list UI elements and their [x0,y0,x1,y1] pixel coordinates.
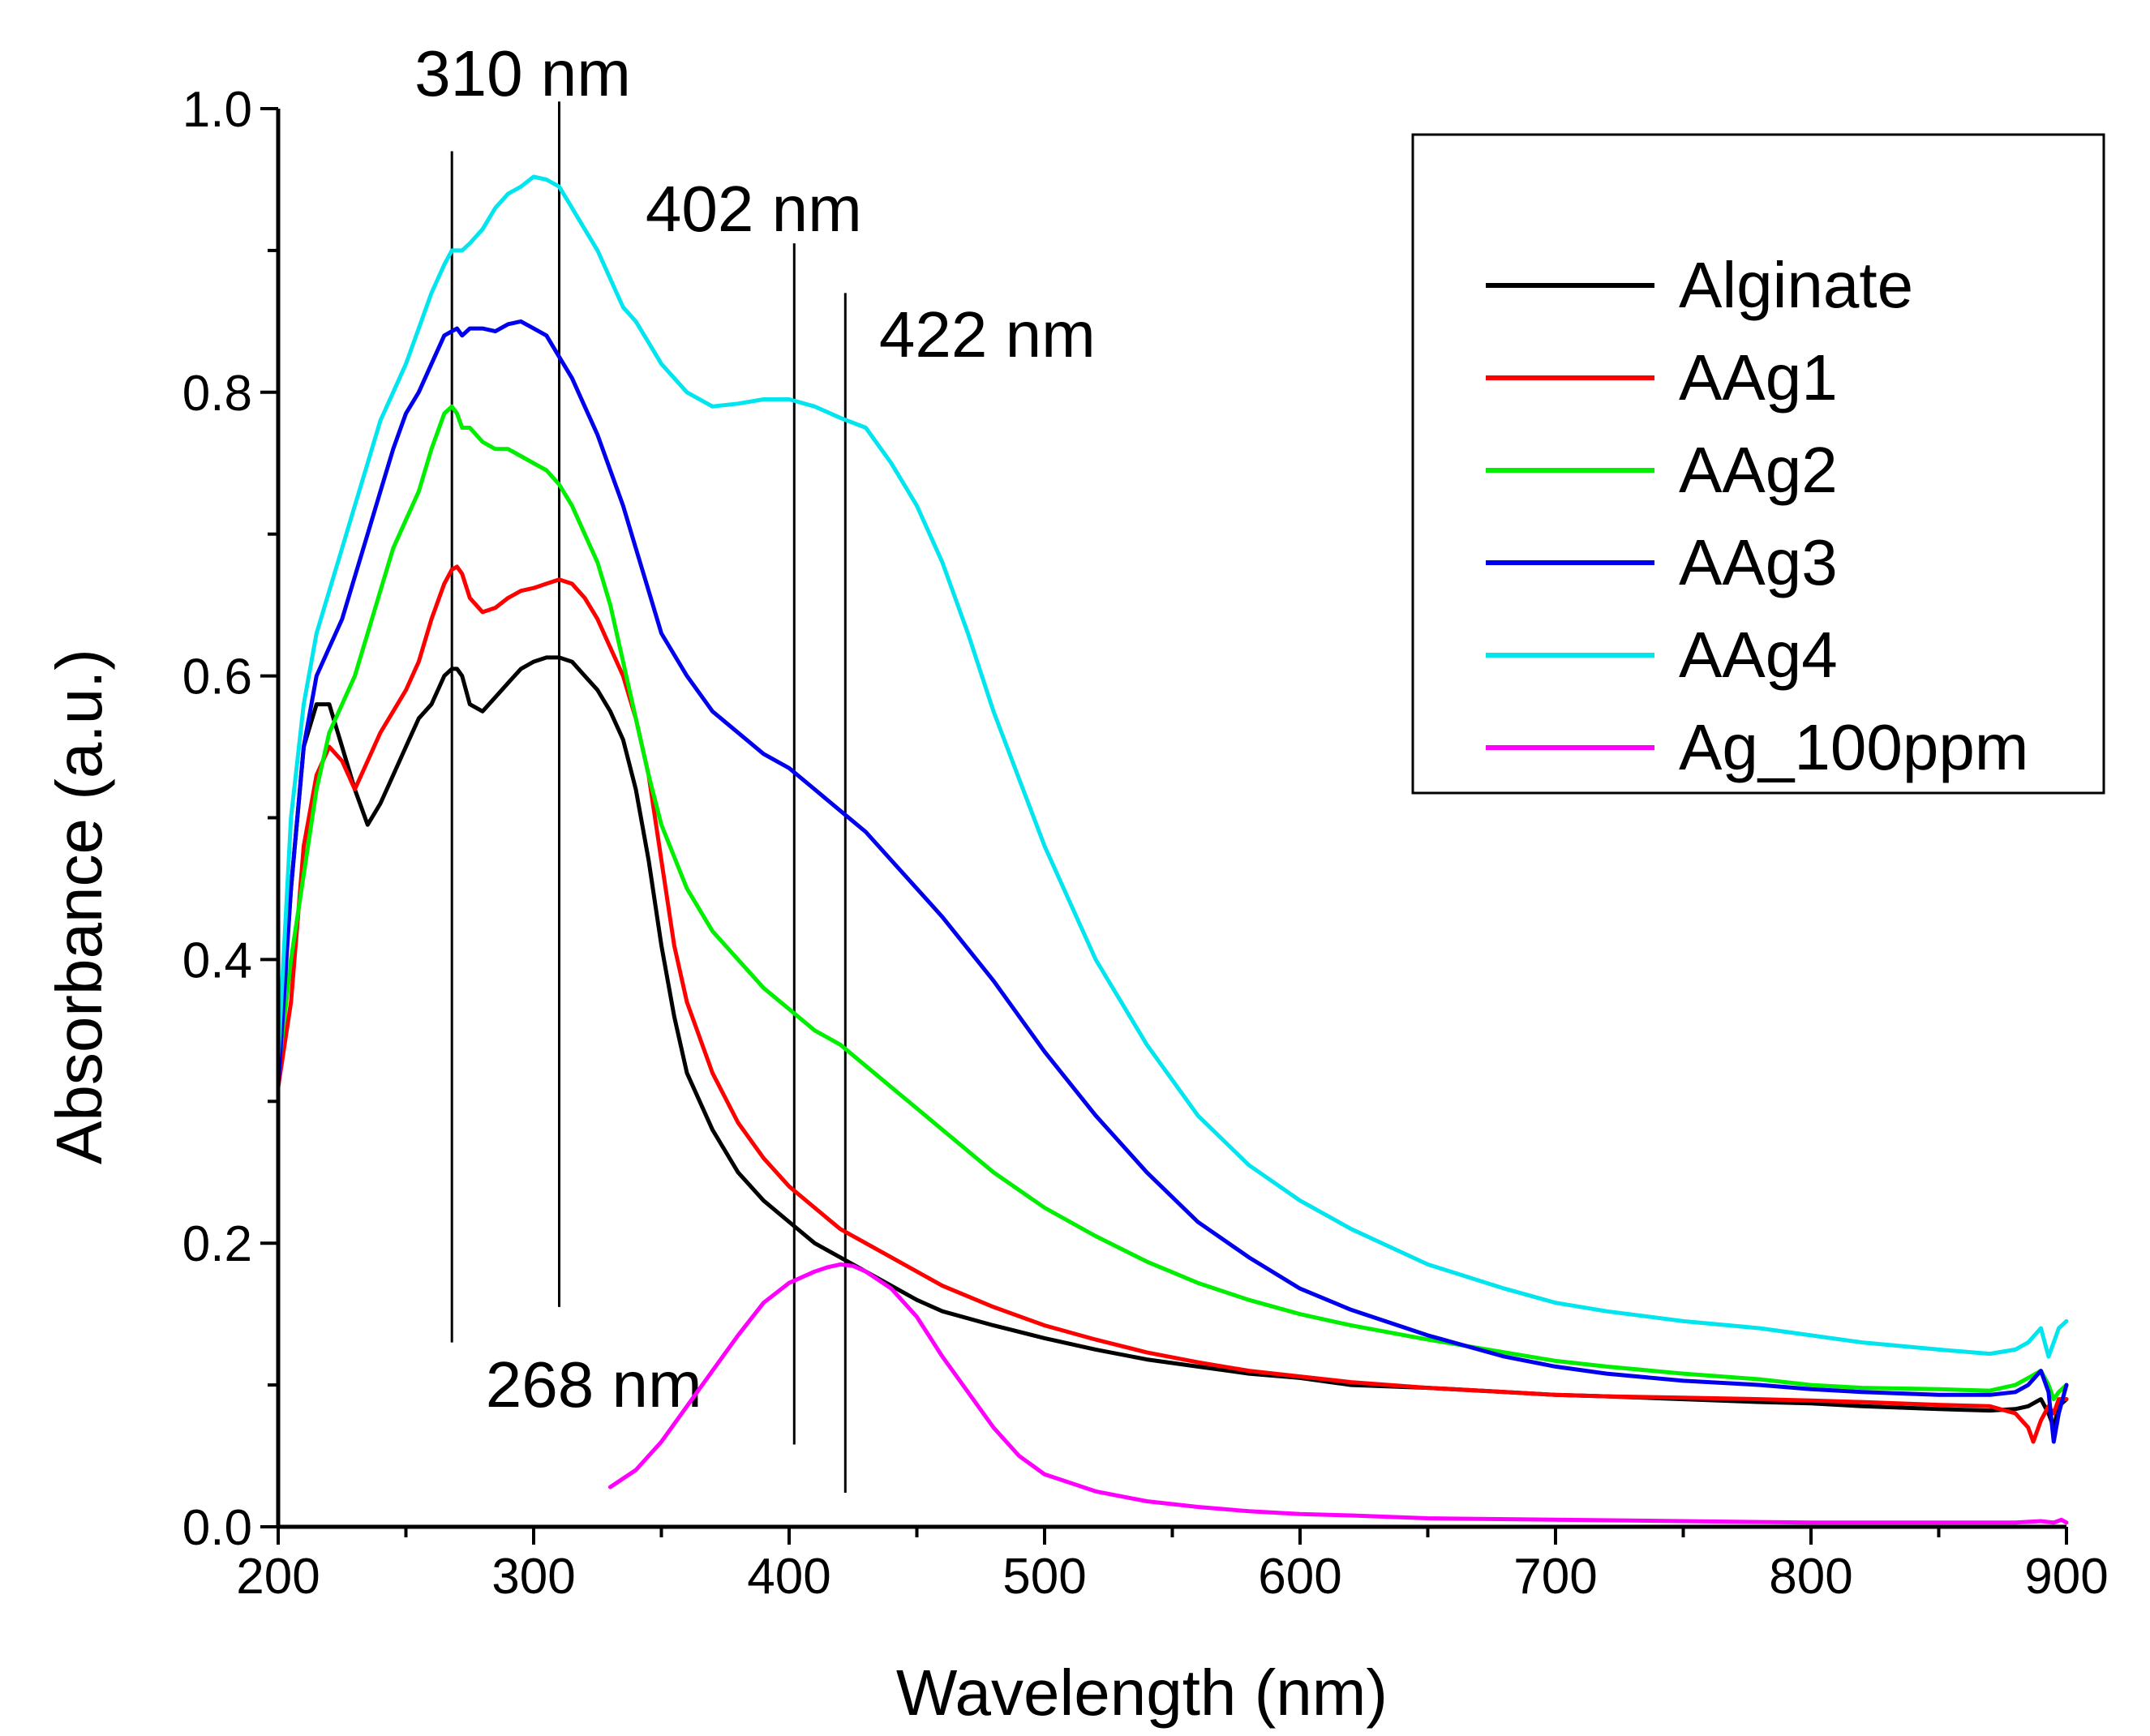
series-layer [276,174,2069,1525]
legend-label: AAg4 [1679,619,1838,691]
y-tick-label: 0.6 [182,649,252,705]
x-tick-label: 500 [1002,1549,1086,1605]
peak-label: 422 nm [879,298,1096,371]
y-tick-label: 0.8 [182,366,252,422]
series-line-alginate [276,655,2069,1430]
series-line-ag-100ppm [608,1262,2069,1525]
x-axis-label: Wavelength (nm) [896,1657,1388,1729]
axes-layer: 200 300 400 500 600 700 800 900 0.0 0.2 0.4 0.6 0.8 1… [182,82,2109,1605]
y-tick-label: 0.2 [182,1216,252,1272]
series-line-aag3 [276,319,2069,1444]
x-tick-label: 700 [1513,1549,1597,1605]
x-tick-label: 600 [1258,1549,1341,1605]
legend-box [1411,133,2105,795]
x-tick-label: 900 [2024,1549,2108,1605]
x-tick-label: 300 [491,1549,575,1605]
y-tick-label: 0.4 [182,932,252,988]
series-line-aag2 [276,404,2069,1402]
legend-label: AAg1 [1679,341,1838,414]
x-tick-label: 200 [236,1549,320,1605]
legend-label: Alginate [1679,249,1913,321]
legend-label: Ag_100ppm [1679,711,2028,783]
x-tick-label: 800 [1769,1549,1852,1605]
legend-label: AAg3 [1679,526,1838,598]
y-axis-label: Absorbance (a.u.) [43,649,115,1164]
x-tick-label: 400 [747,1549,830,1605]
y-tick-label: 1.0 [182,82,252,138]
peak-label: 268 nm [486,1348,702,1421]
y-tick-label: 0.0 [182,1500,252,1556]
peak-label: 310 nm [414,37,631,109]
series-line-aag1 [276,564,2069,1444]
peak-label: 402 nm [646,173,862,245]
series-line-aag4 [276,174,2069,1359]
legend: Alginate AAg1 AAg2 AAg3 AAg4 Ag_100ppm [1411,133,2105,795]
legend-label: AAg2 [1679,434,1838,506]
